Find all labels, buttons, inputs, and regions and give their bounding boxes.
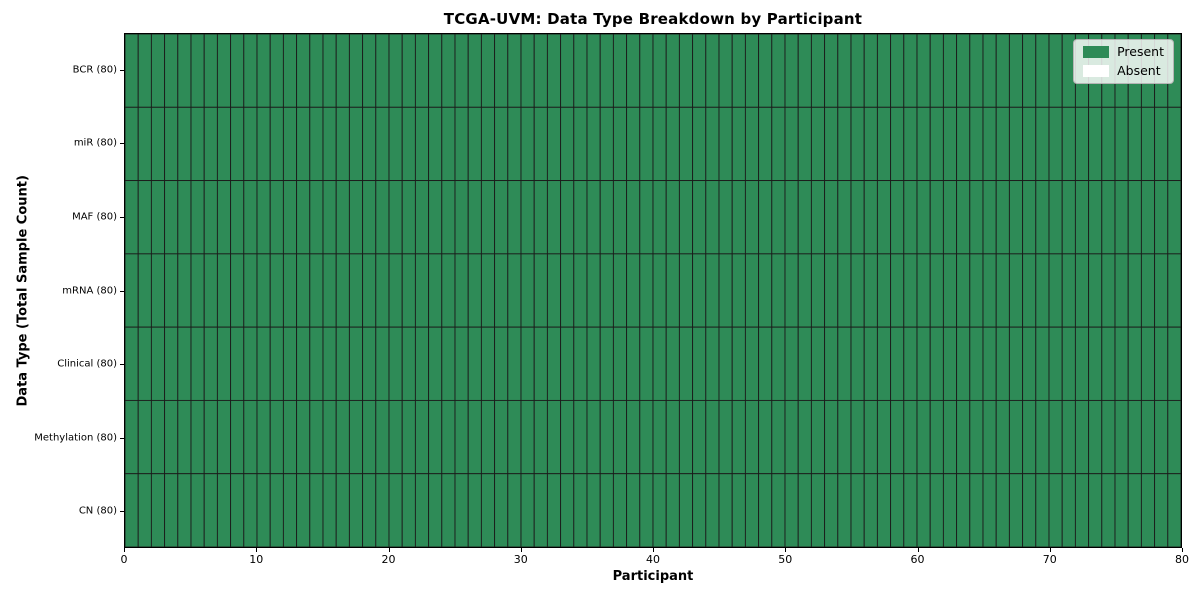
y-axis-label: Data Type (Total Sample Count) bbox=[15, 175, 31, 407]
y-tick-label: miR (80) bbox=[73, 137, 117, 149]
x-tick-label: 0 bbox=[120, 553, 128, 566]
y-tick-label: mRNA (80) bbox=[62, 285, 117, 296]
legend-item-absent: Absent bbox=[1083, 62, 1164, 78]
y-tick-label: Methylation (80) bbox=[34, 432, 117, 444]
x-tick-mark bbox=[653, 548, 654, 552]
x-tick-label: 60 bbox=[910, 553, 925, 566]
x-tick-label: 20 bbox=[381, 553, 396, 566]
x-tick-mark bbox=[388, 548, 390, 552]
x-tick-label: 30 bbox=[513, 553, 528, 566]
x-tick-label: 50 bbox=[778, 553, 793, 566]
x-tick-mark bbox=[256, 548, 258, 552]
chart-title: TCGA-UVM: Data Type Breakdown by Partici… bbox=[443, 10, 863, 28]
absent-swatch-icon bbox=[1083, 64, 1110, 77]
legend-label-absent: Absent bbox=[1117, 62, 1161, 78]
y-tick-label: Clinical (80) bbox=[57, 358, 117, 370]
x-tick-mark bbox=[1182, 548, 1183, 552]
x-tick-label: 80 bbox=[1175, 553, 1189, 566]
legend-item-present: Present bbox=[1083, 44, 1164, 59]
x-tick-label: 70 bbox=[1042, 553, 1057, 566]
x-tick-mark bbox=[124, 548, 125, 552]
x-tick-label: 40 bbox=[646, 553, 660, 566]
x-tick-mark bbox=[917, 548, 919, 552]
x-tick-mark bbox=[520, 548, 522, 552]
y-tick-label: BCR (80) bbox=[72, 64, 117, 76]
y-tick-label: CN (80) bbox=[78, 505, 117, 517]
legend: Present Absent bbox=[1073, 39, 1174, 84]
x-tick-label: 10 bbox=[249, 553, 264, 566]
x-axis-label: Participant bbox=[612, 569, 694, 584]
present-swatch-icon bbox=[1083, 46, 1110, 59]
plot-area bbox=[124, 33, 1182, 548]
heatmap-grid bbox=[125, 34, 1181, 547]
x-tick-mark bbox=[785, 548, 787, 552]
x-tick-mark bbox=[1049, 548, 1051, 552]
legend-label-present: Present bbox=[1117, 44, 1164, 59]
y-tick-label: MAF (80) bbox=[72, 211, 117, 223]
